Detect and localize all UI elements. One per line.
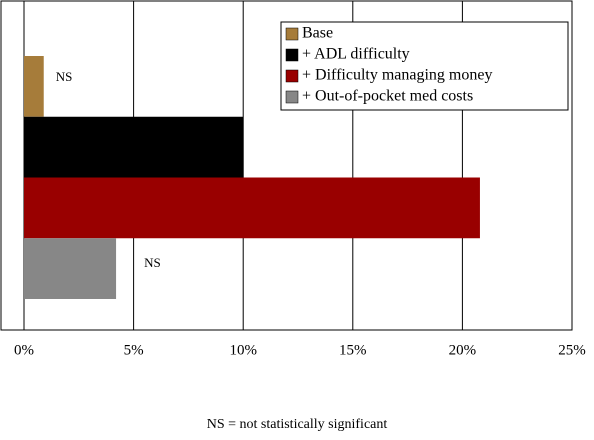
bar bbox=[24, 56, 44, 117]
annotation: NS bbox=[56, 69, 73, 84]
x-tick-label: 10% bbox=[229, 342, 257, 358]
legend-label: + Difficulty managing money bbox=[302, 67, 492, 84]
x-tick-label: 20% bbox=[449, 342, 477, 358]
footnote: NS = not statistically significant bbox=[207, 417, 388, 432]
legend-label: + Out-of-pocket med costs bbox=[302, 88, 473, 105]
legend-swatch bbox=[285, 90, 299, 104]
bar bbox=[24, 238, 117, 299]
annotation: NS bbox=[144, 255, 161, 270]
bar bbox=[24, 177, 480, 239]
legend-label: Base bbox=[302, 25, 333, 42]
legend-swatch bbox=[285, 69, 299, 83]
legend-swatch bbox=[285, 27, 299, 41]
legend-swatch bbox=[285, 48, 299, 62]
x-tick-label: 0% bbox=[14, 342, 34, 358]
x-tick-label: 15% bbox=[339, 342, 367, 358]
bar bbox=[24, 116, 244, 178]
x-tick-label: 5% bbox=[124, 342, 144, 358]
legend-label: + ADL difficulty bbox=[302, 46, 410, 63]
legend-box bbox=[280, 21, 569, 111]
x-tick-label: 25% bbox=[558, 342, 586, 358]
